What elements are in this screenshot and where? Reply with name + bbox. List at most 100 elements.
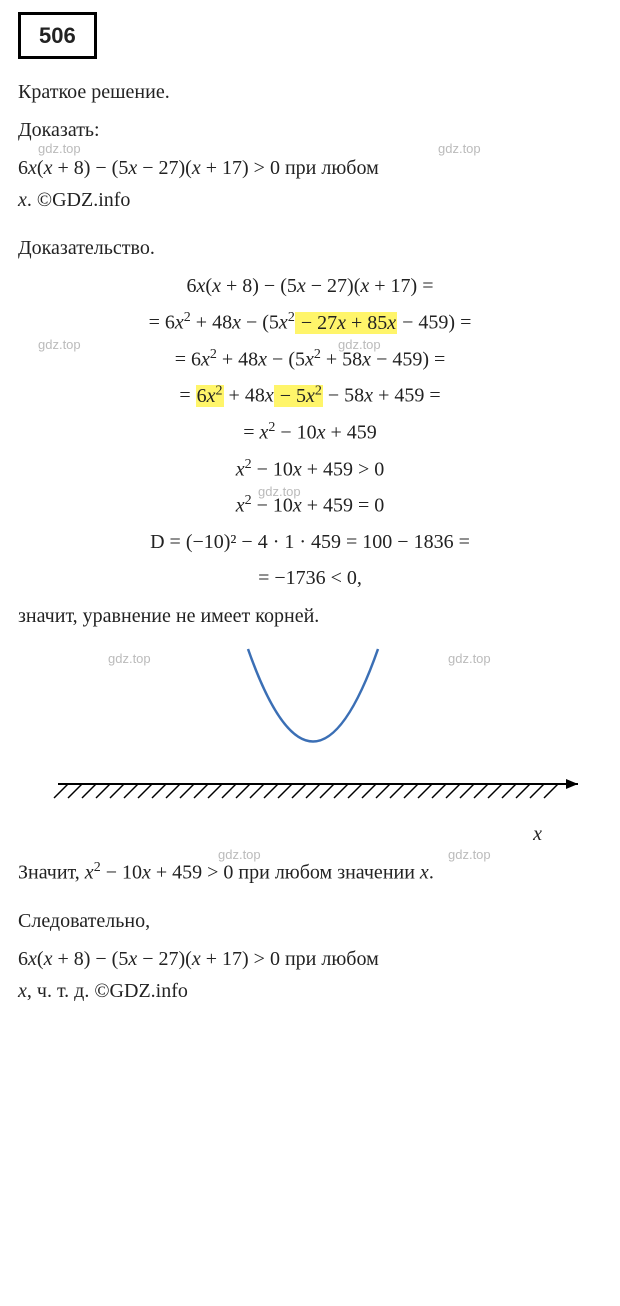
prove-expression-line2: x. ©GDZ.info — [18, 185, 602, 215]
var-x: x — [337, 312, 346, 334]
highlight: 6x2 — [196, 385, 224, 407]
txt: + 17) = — [369, 275, 433, 297]
txt: + 58 — [321, 348, 362, 370]
sup: 2 — [94, 860, 101, 875]
txt: − 10 — [275, 422, 316, 444]
var-x: x — [297, 275, 306, 297]
txt: = — [179, 385, 195, 407]
heading-short-solution: Краткое решение. — [18, 77, 602, 107]
txt: + 48 — [217, 348, 258, 370]
discriminant-line2: = −1736 < 0, — [18, 563, 602, 593]
equation-3: = 6x2 + 48x − (5x2 + 58x − 459) = — [18, 344, 602, 375]
var-x: x — [360, 275, 369, 297]
conclusion-text-1: Значит, x2 − 10x + 459 > 0 при любом зна… — [18, 857, 602, 888]
highlight: − 5x2 — [274, 385, 323, 407]
var-x: x — [128, 948, 137, 970]
exercise-number: 506 — [18, 12, 97, 59]
txt: + 17) > 0 при любом — [201, 157, 379, 179]
var-x: x — [420, 862, 429, 884]
txt: + 8) − (5 — [52, 948, 128, 970]
equation-5: = x2 − 10x + 459 — [18, 417, 602, 448]
txt: Значит, — [18, 862, 85, 884]
var-x: x — [192, 157, 201, 179]
txt: − 58 — [323, 385, 364, 407]
txt: + 459 > 0 — [302, 458, 385, 480]
var-x: x — [201, 348, 210, 370]
txt: − 10 — [252, 495, 293, 517]
txt: + 17) > 0 при любом — [201, 948, 379, 970]
txt: ( — [37, 157, 44, 179]
var-x: x — [317, 422, 326, 444]
var-x: x — [364, 385, 373, 407]
var-x: x — [142, 862, 151, 884]
txt: ( — [37, 948, 44, 970]
txt: = — [243, 422, 259, 444]
txt: + 459 > 0 при любом значении — [151, 862, 420, 884]
sup: 2 — [210, 347, 217, 362]
txt: + 85 — [346, 312, 387, 334]
var-x: x — [279, 312, 288, 334]
var-x: x — [175, 312, 184, 334]
txt: − 27)( — [306, 275, 361, 297]
var-x: x — [28, 948, 37, 970]
axis-label-x: x — [18, 819, 542, 849]
txt: + 48 — [224, 385, 265, 407]
txt: − (5 — [267, 348, 305, 370]
final-line-1: 6x(x + 8) − (5x − 27)(x + 17) > 0 при лю… — [18, 944, 602, 974]
var-x: x — [265, 385, 274, 407]
equation-2: = 6x2 + 48x − (5x2 − 27x + 85x − 459) = … — [18, 307, 602, 338]
txt: + 459 = — [373, 385, 441, 407]
sup: 2 — [245, 457, 252, 472]
final-line-2: x, ч. т. д. ©GDZ.info — [18, 976, 602, 1006]
var-x: x — [293, 458, 302, 480]
var-x: x — [362, 348, 371, 370]
discriminant-line1: D = (−10)² − 4 · 1 · 459 = 100 − 1836 = — [18, 527, 602, 557]
prove-expression-line1: 6x(x + 8) − (5x − 27)(x + 17) > 0 при лю… — [18, 153, 602, 183]
equation-7: x2 − 10x + 459 = 0 — [18, 490, 602, 521]
var-x: x — [387, 312, 396, 334]
txt: + 48 — [191, 312, 232, 334]
prove-label: Доказать: gdz.top gdz.top — [18, 115, 602, 145]
txt: − 10 — [101, 862, 142, 884]
var-x: x — [28, 157, 37, 179]
text-no-roots: значит, уравнение не имеет корней. — [18, 601, 602, 631]
txt: = 6 — [175, 348, 201, 370]
txt: 6 — [18, 948, 28, 970]
var-x: x — [232, 312, 241, 334]
txt: − 459) = — [397, 312, 471, 334]
txt: − 27)( — [137, 948, 192, 970]
txt: − 10 — [252, 458, 293, 480]
txt: . — [429, 862, 434, 884]
txt: − 5 — [275, 385, 306, 407]
equation-4: = 6x2 + 48x − 5x2 − 58x + 459 = — [18, 380, 602, 411]
var-x: x — [18, 980, 27, 1002]
sup: 2 — [315, 383, 322, 398]
var-x: x — [18, 189, 27, 211]
txt: − 27)( — [137, 157, 192, 179]
var-x: x — [236, 458, 245, 480]
var-x: x — [192, 948, 201, 970]
txt: + 459 — [326, 422, 377, 444]
var-x: x — [85, 862, 94, 884]
txt: + 459 = 0 — [302, 495, 385, 517]
parabola-graph: gdz.top gdz.top — [18, 639, 602, 819]
var-x: x — [236, 495, 245, 517]
sup: 2 — [216, 383, 223, 398]
sup: 2 — [245, 493, 252, 508]
var-x: x — [207, 385, 216, 407]
txt: 6 — [197, 385, 207, 407]
txt: − (5 — [241, 312, 279, 334]
inequality-6: x2 − 10x + 459 > 0 gdz.top — [18, 454, 602, 485]
prove-label-text: Доказать: — [18, 119, 100, 141]
txt: + 8) − (5 — [221, 275, 297, 297]
txt: 6 — [187, 275, 197, 297]
txt: − 27 — [296, 312, 337, 334]
highlight: − 27x + 85x — [295, 312, 397, 334]
sup: 2 — [288, 310, 295, 325]
var-x: x — [212, 275, 221, 297]
sup: 2 — [184, 310, 191, 325]
equation-1: 6x(x + 8) − (5x − 27)(x + 17) = — [18, 271, 602, 301]
var-x: x — [306, 385, 315, 407]
txt: , ч. т. д. ©GDZ.info — [27, 980, 188, 1002]
txt: − 459) = — [371, 348, 445, 370]
